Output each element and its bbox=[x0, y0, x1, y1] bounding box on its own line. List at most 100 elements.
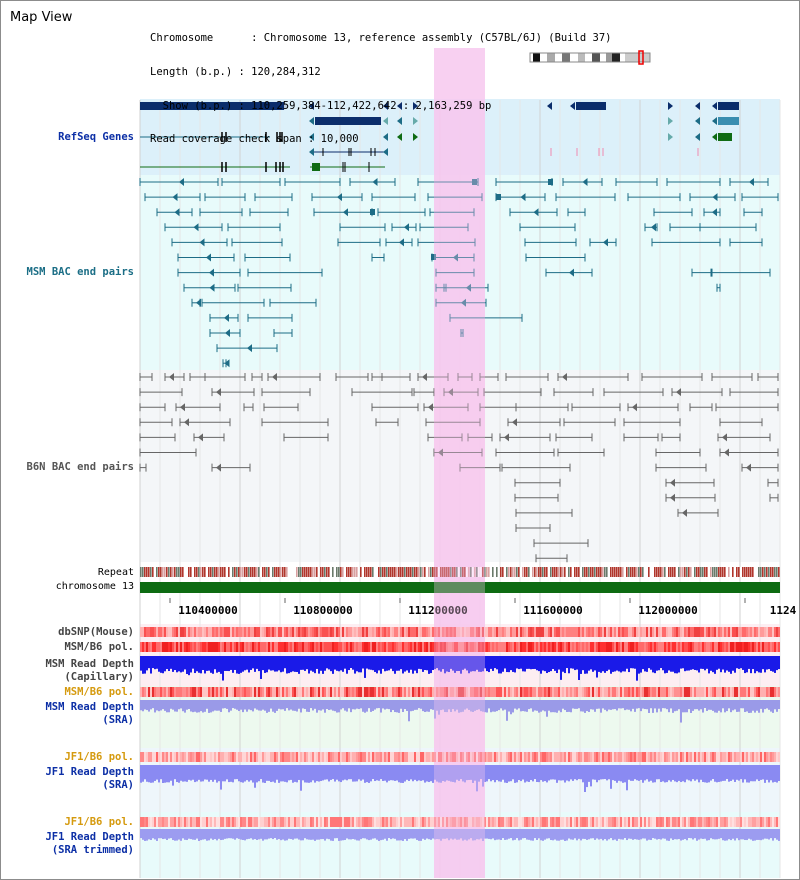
heat-cell bbox=[494, 642, 496, 652]
depth-bar bbox=[244, 765, 246, 782]
heat-cell bbox=[658, 627, 660, 637]
heat-cell bbox=[354, 817, 356, 827]
track-label-b6n-bac[interactable]: B6N BAC end pairs bbox=[26, 461, 134, 473]
track-label-msm-b6-pol-sra[interactable]: MSM/B6 pol. bbox=[64, 686, 134, 698]
heat-cell bbox=[226, 627, 228, 637]
heat-cell bbox=[356, 687, 358, 697]
depth-bar bbox=[300, 829, 302, 841]
repeat-mark bbox=[378, 567, 380, 577]
heat-cell bbox=[372, 642, 374, 652]
ideogram-band bbox=[592, 53, 600, 62]
depth-bar bbox=[394, 765, 396, 781]
depth-bar bbox=[268, 765, 270, 781]
depth-bar bbox=[178, 829, 180, 840]
heat-cell bbox=[342, 817, 344, 827]
heat-cell bbox=[412, 817, 414, 827]
heat-cell bbox=[590, 627, 592, 637]
depth-bar bbox=[640, 829, 642, 840]
depth-bar bbox=[526, 829, 528, 840]
heat-cell bbox=[532, 687, 534, 697]
repeat-mark bbox=[450, 567, 452, 577]
heat-cell bbox=[564, 627, 566, 637]
heat-cell bbox=[206, 752, 208, 762]
heat-cell bbox=[604, 627, 606, 637]
heat-cell bbox=[582, 752, 584, 762]
depth-bar bbox=[556, 829, 558, 841]
heat-cell bbox=[658, 687, 660, 697]
depth-bar bbox=[180, 829, 182, 841]
depth-bar bbox=[754, 765, 756, 782]
depth-bar bbox=[714, 765, 716, 782]
heat-cell bbox=[512, 687, 514, 697]
depth-bar bbox=[236, 829, 238, 839]
heat-cell bbox=[668, 752, 670, 762]
heat-cell bbox=[164, 817, 166, 827]
depth-bar bbox=[464, 765, 466, 783]
depth-bar bbox=[598, 656, 600, 672]
repeat-mark bbox=[532, 567, 534, 577]
heat-cell bbox=[334, 817, 336, 827]
depth-bar bbox=[486, 765, 488, 782]
depth-bar bbox=[698, 829, 700, 840]
heat-cell bbox=[756, 752, 758, 762]
heat-cell bbox=[302, 642, 304, 652]
heat-cell bbox=[680, 752, 682, 762]
heat-cell bbox=[754, 642, 756, 652]
repeat-mark bbox=[308, 567, 310, 577]
heat-cell bbox=[162, 687, 164, 697]
track-label-jf1-b6-pol[interactable]: JF1/B6 pol. bbox=[64, 751, 134, 763]
heat-cell bbox=[252, 817, 254, 827]
heat-cell bbox=[310, 817, 312, 827]
heat-cell bbox=[156, 627, 158, 637]
depth-bar bbox=[674, 700, 676, 712]
track-label-msm-depth-sra[interactable]: MSM Read Depth bbox=[45, 701, 134, 713]
track-label-jf1-b6-pol-2[interactable]: JF1/B6 pol. bbox=[64, 816, 134, 828]
heat-cell bbox=[392, 687, 394, 697]
depth-bar bbox=[774, 829, 776, 839]
depth-bar bbox=[186, 656, 188, 674]
heat-cell bbox=[516, 642, 518, 652]
axis-tick-label: 111600000 bbox=[523, 604, 583, 617]
heat-cell bbox=[408, 642, 410, 652]
depth-bar bbox=[712, 765, 714, 780]
heat-cell bbox=[496, 687, 498, 697]
heat-cell bbox=[522, 642, 524, 652]
strand-arrow bbox=[712, 208, 717, 217]
heat-cell bbox=[348, 642, 350, 652]
depth-bar bbox=[760, 829, 762, 841]
strand-arrow bbox=[603, 238, 608, 247]
heat-cell bbox=[772, 627, 774, 637]
depth-bar bbox=[210, 829, 212, 839]
track-label-msm-depth-capillary[interactable]: MSM Read Depth bbox=[45, 658, 134, 670]
heat-cell bbox=[540, 627, 542, 637]
track-label-msm-b6-pol[interactable]: MSM/B6 pol. bbox=[64, 641, 134, 653]
heat-cell bbox=[168, 687, 170, 697]
heat-cell bbox=[398, 752, 400, 762]
depth-bar bbox=[292, 700, 294, 711]
ideogram-band bbox=[555, 53, 562, 62]
repeat-mark bbox=[508, 567, 510, 577]
depth-bar bbox=[610, 765, 612, 789]
heat-cell bbox=[474, 642, 476, 652]
track-label-msm-bac[interactable]: MSM BAC end pairs bbox=[26, 266, 134, 278]
heat-cell bbox=[380, 627, 382, 637]
heat-cell bbox=[584, 817, 586, 827]
track-label-jf1-depth[interactable]: JF1 Read Depth bbox=[45, 766, 134, 778]
repeat-mark bbox=[620, 567, 622, 577]
heat-cell bbox=[684, 687, 686, 697]
heat-cell bbox=[212, 627, 214, 637]
heat-cell bbox=[450, 752, 452, 762]
heat-cell bbox=[400, 752, 402, 762]
repeat-mark bbox=[162, 567, 164, 577]
track-label-dbsnp[interactable]: dbSNP(Mouse) bbox=[58, 626, 134, 638]
depth-bar bbox=[228, 829, 230, 839]
depth-bar bbox=[152, 765, 154, 783]
depth-bar bbox=[620, 700, 622, 709]
track-label-jf1-depth-trimmed[interactable]: JF1 Read Depth bbox=[45, 831, 134, 843]
heat-cell bbox=[662, 752, 664, 762]
track-label-refseq[interactable]: RefSeq Genes bbox=[58, 131, 134, 143]
heat-cell bbox=[588, 642, 590, 652]
heat-cell bbox=[372, 627, 374, 637]
repeat-mark bbox=[178, 567, 180, 577]
